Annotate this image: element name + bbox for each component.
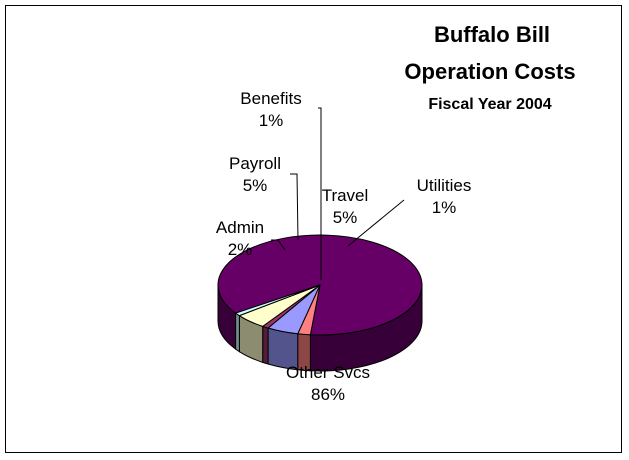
chart-title-line-2: Operation Costs — [404, 59, 576, 84]
pie-slice-utilities — [234, 284, 321, 317]
leader-line-benefits — [318, 107, 322, 280]
label-utilities-pct: 1% — [431, 198, 457, 217]
pie-side-utilities — [235, 312, 240, 353]
label-travel-name: Travel — [321, 186, 369, 205]
label-travel-pct: 5% — [332, 208, 358, 227]
chart-title-line-1: Buffalo Bill — [433, 22, 551, 47]
label-other-svcs: Other Svcs 86% — [273, 362, 383, 406]
label-payroll: Payroll 5% — [200, 153, 310, 197]
leader-line-payroll — [290, 173, 299, 241]
label-admin-pct: 2% — [227, 240, 253, 259]
label-benefits: Benefits 1% — [216, 88, 326, 132]
leader-line-admin — [271, 239, 286, 251]
label-other-svcs-name: Other Svcs — [285, 363, 371, 382]
label-utilities: Utilities 1% — [389, 175, 499, 219]
chart-subtitle: Fiscal Year 2004 — [428, 96, 552, 113]
label-other-svcs-pct: 86% — [310, 385, 346, 404]
label-admin: Admin 2% — [185, 217, 295, 261]
label-benefits-name: Benefits — [240, 89, 302, 108]
label-utilities-name: Utilities — [416, 176, 472, 195]
label-payroll-name: Payroll — [229, 154, 281, 173]
label-travel: Travel 5% — [290, 185, 400, 229]
chart-frame — [5, 5, 622, 453]
label-benefits-pct: 1% — [258, 111, 284, 130]
pie-side-benefits — [262, 325, 269, 365]
label-payroll-pct: 5% — [242, 176, 268, 195]
pie-slice-other-svcs — [217, 234, 423, 336]
leader-line-utilities — [347, 199, 405, 247]
label-admin-name: Admin — [215, 218, 265, 237]
